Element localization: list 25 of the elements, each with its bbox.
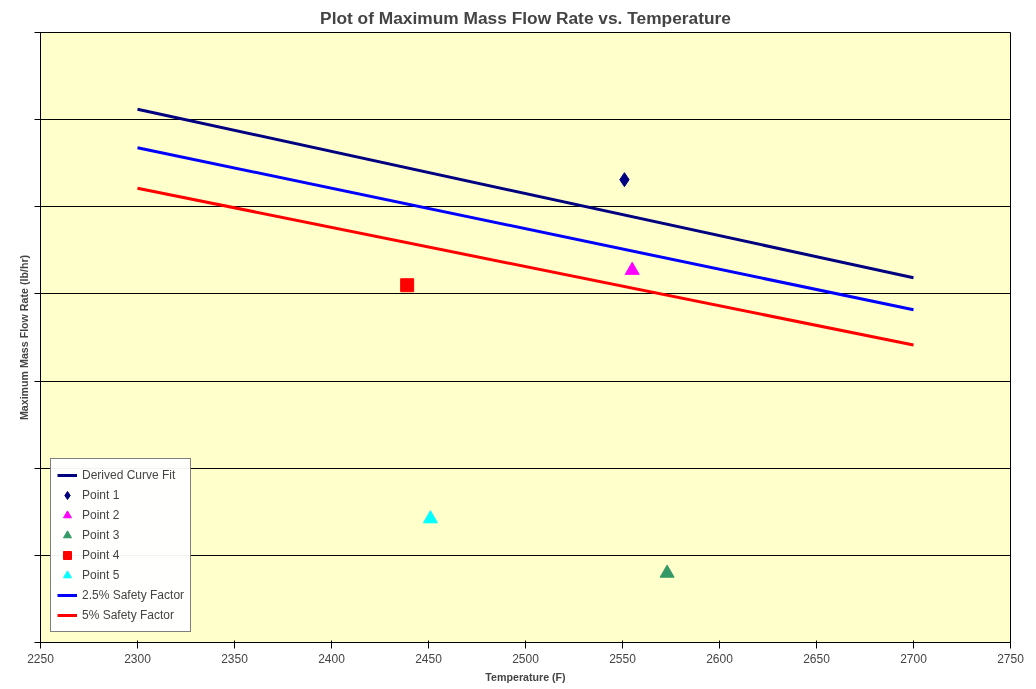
x-tick-label: 2250: [27, 651, 55, 666]
x-axis-title: Temperature (F): [485, 670, 567, 683]
legend-label: Point 3: [82, 528, 120, 542]
point: [422, 510, 438, 524]
legend-label: Point 5: [82, 568, 120, 582]
x-tick-label: 2300: [124, 651, 152, 666]
x-tick-label: 2350: [221, 651, 249, 666]
legend-label: Point 2: [82, 508, 120, 522]
x-tick-label: 2650: [803, 651, 831, 666]
legend-label: 5% Safety Factor: [82, 608, 175, 622]
x-tick-label: 2750: [997, 651, 1025, 666]
x-tick-label: 2550: [609, 651, 637, 666]
x-tick-label: 2450: [415, 651, 443, 666]
x-tick-label: 2600: [706, 651, 734, 666]
legend-label: Point 4: [82, 548, 120, 562]
x-tick-label: 2500: [512, 651, 540, 666]
x-tick-label: 2700: [900, 651, 928, 666]
point: [400, 278, 415, 293]
legend-label: Point 1: [82, 488, 120, 502]
legend-label: 2.5% Safety Factor: [82, 588, 185, 602]
x-tick-label: 2400: [318, 651, 346, 666]
legend-label: Derived Curve Fit: [82, 468, 176, 482]
point: [659, 564, 675, 578]
y-axis-title: Maximum Mass Flow Rate (lb/hr): [17, 254, 30, 421]
chart-title: Plot of Maximum Mass Flow Rate vs. Temperature: [320, 7, 732, 28]
